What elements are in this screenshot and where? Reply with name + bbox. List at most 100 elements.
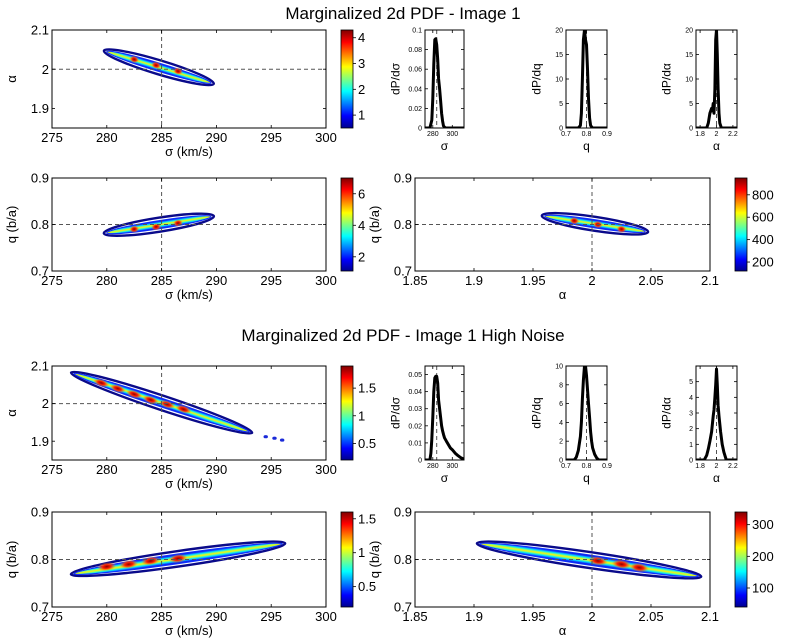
colorbar [340, 511, 354, 608]
y-tick-label: 0.8 [31, 552, 49, 567]
colorbar-tick-label: 600 [752, 210, 774, 225]
x-tick-label: 1.9 [465, 609, 483, 624]
y-tick-label: 10 [555, 76, 563, 83]
contour-outer [102, 212, 216, 237]
x-tick-label: 1.85 [402, 609, 427, 624]
colorbar-tick-label: 0.5 [358, 579, 376, 594]
density-peak [629, 562, 650, 573]
y-axis-label: dP/dσ [388, 62, 402, 95]
density-peak [129, 225, 140, 233]
chart-panel-8: 0.5 1 1.5 275 280 285 290 295 300 0.7 0.8 0.9 σ (km/… [4, 505, 376, 638]
x-axis-label: σ [441, 471, 449, 485]
x-axis-label: α [713, 139, 720, 153]
x-axis-label: σ (km/s) [165, 476, 213, 491]
x-axis-label: σ (km/s) [165, 144, 213, 159]
x-tick-label: 295 [260, 273, 282, 288]
x-tick-label: 290 [206, 273, 228, 288]
x-tick-label: 280 [427, 131, 439, 138]
x-tick-label: 300 [446, 463, 458, 470]
density-peak [97, 562, 117, 572]
x-tick-label: 285 [151, 462, 173, 477]
y-tick-label: 10 [685, 76, 693, 83]
plot-frame [424, 365, 465, 461]
x-axis-label: α [559, 287, 567, 302]
density-peak [119, 559, 139, 569]
colorbar-tick-label: 200 [752, 549, 774, 564]
x-axis-label: σ (km/s) [165, 623, 213, 638]
density-peak [93, 378, 110, 388]
x-tick-label: 280 [427, 463, 439, 470]
density-peak [151, 223, 162, 231]
y-tick-label: 5 [559, 101, 563, 108]
x-tick-label: 290 [206, 130, 228, 145]
chart-panel-11: 0.7 0.8 0.9 0 2 4 6 8 10 q dP/dq [529, 363, 612, 485]
plot-area [415, 512, 710, 607]
x-axis-label: q [583, 471, 590, 485]
y-axis-label: dP/dσ [388, 396, 402, 429]
colorbar-tick-label: 300 [752, 517, 774, 532]
density-peak [168, 554, 188, 563]
y-tick-label: 5 [689, 379, 693, 386]
x-tick-label: 1.8 [695, 463, 705, 470]
density-peak [569, 217, 580, 225]
y-tick-label: 20 [685, 27, 693, 34]
y-tick-label: 20 [555, 27, 563, 34]
y-tick-label: 0.06 [408, 67, 422, 74]
x-tick-label: 280 [96, 462, 118, 477]
y-tick-label: 0 [689, 125, 693, 132]
pdf-line [696, 367, 737, 460]
density-peak [611, 559, 632, 569]
contour-outer [69, 370, 254, 435]
y-tick-label: 0 [418, 457, 422, 464]
plot-area [425, 366, 464, 460]
plot-area [415, 178, 710, 271]
x-tick-label: 2.1 [701, 273, 719, 288]
colorbar-tick-label: 800 [752, 187, 774, 202]
y-tick-label: 0.8 [394, 217, 412, 232]
y-tick-label: 0.9 [394, 505, 412, 520]
y-tick-label: 15 [555, 52, 563, 59]
chart-panel-9: 100 200 300 1.85 1.9 1.95 2 2.05 2.1 0.7 0.8 0.9 α q … [367, 505, 774, 638]
colorbar-tick-label: 1 [358, 108, 365, 123]
colorbar-tick-label: 100 [752, 581, 774, 596]
y-tick-label: 2 [689, 426, 693, 433]
plot-frame [424, 29, 465, 129]
y-tick-label: 2 [42, 396, 49, 411]
density-peak [175, 404, 192, 414]
y-tick-label: 5 [689, 101, 693, 108]
y-tick-label: 0 [559, 125, 563, 132]
density-peak [141, 556, 161, 566]
y-tick-label: 15 [685, 52, 693, 59]
colorbar-tick-label: 1 [358, 545, 365, 560]
x-tick-label: 285 [151, 130, 173, 145]
y-axis-label: dP/dα [659, 63, 673, 95]
plot-area [52, 178, 326, 271]
x-tick-label: 295 [260, 462, 282, 477]
y-tick-label: 0.01 [408, 440, 422, 447]
y-tick-label: 1.9 [31, 101, 49, 116]
y-tick-label: 0.8 [394, 552, 412, 567]
density-peak [126, 389, 143, 399]
density-peak [109, 384, 126, 393]
plot-area [696, 366, 737, 460]
x-axis-label: σ (km/s) [165, 287, 213, 302]
y-tick-label: 6 [559, 401, 563, 408]
x-tick-label: 300 [315, 130, 337, 145]
y-tick-label: 1.9 [31, 434, 49, 449]
y-tick-label: 4 [559, 420, 563, 427]
chart-panel-12: 1.8 2 2.2 0 1 2 3 4 5 α dP/dα [659, 365, 738, 485]
tail-point [272, 436, 277, 440]
x-tick-label: 280 [96, 609, 118, 624]
y-axis-label: α [4, 409, 19, 417]
colorbar-tick-label: 4 [358, 218, 365, 233]
y-tick-label: 2.1 [31, 23, 49, 38]
y-axis-label: q (b/a) [367, 541, 382, 579]
plot-area [566, 30, 607, 128]
y-tick-label: 2 [42, 62, 49, 77]
colorbar-tick-label: 1.5 [358, 381, 376, 396]
x-tick-label: 0.7 [561, 463, 571, 470]
plot-area [52, 30, 326, 128]
y-axis-label: q (b/a) [4, 206, 19, 244]
pdf-line [425, 374, 464, 460]
